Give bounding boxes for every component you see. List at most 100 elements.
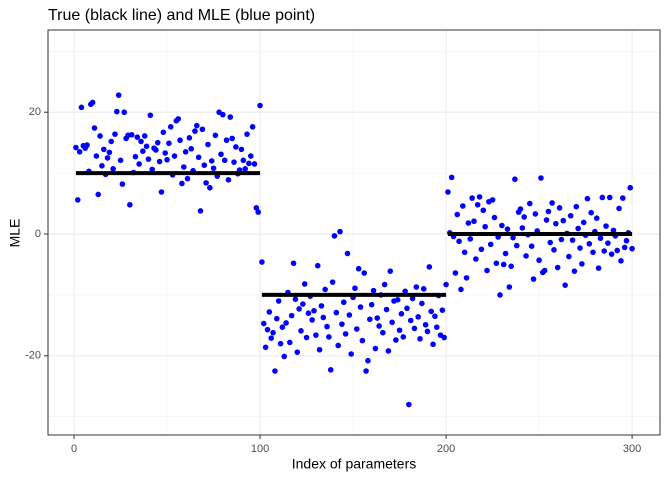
point bbox=[180, 164, 187, 170]
point bbox=[305, 310, 312, 316]
point bbox=[513, 242, 520, 249]
point bbox=[346, 312, 353, 318]
point bbox=[616, 205, 622, 212]
point bbox=[387, 268, 394, 274]
point bbox=[300, 301, 306, 307]
y-tick-label: 20 bbox=[29, 106, 41, 118]
point bbox=[595, 265, 602, 271]
point bbox=[614, 247, 621, 254]
point bbox=[194, 122, 200, 129]
point bbox=[504, 226, 511, 232]
point bbox=[197, 208, 204, 214]
point bbox=[212, 132, 219, 139]
point bbox=[439, 307, 446, 313]
point bbox=[313, 332, 319, 338]
point bbox=[601, 248, 607, 254]
point bbox=[603, 223, 609, 229]
point bbox=[541, 267, 548, 274]
point bbox=[114, 108, 120, 115]
point bbox=[270, 329, 276, 336]
point bbox=[294, 349, 301, 355]
point bbox=[156, 158, 163, 165]
point bbox=[363, 368, 369, 374]
point bbox=[424, 328, 431, 335]
point bbox=[145, 156, 152, 162]
point bbox=[523, 253, 529, 259]
point bbox=[465, 220, 472, 226]
point bbox=[160, 129, 167, 136]
point bbox=[543, 217, 550, 223]
point bbox=[240, 157, 247, 164]
point bbox=[499, 222, 505, 229]
point bbox=[400, 334, 407, 340]
point bbox=[471, 218, 477, 225]
point bbox=[530, 276, 537, 282]
point bbox=[272, 368, 278, 374]
point bbox=[413, 284, 420, 290]
point bbox=[353, 326, 360, 332]
point bbox=[175, 116, 182, 122]
point bbox=[108, 138, 115, 145]
point bbox=[521, 214, 528, 220]
point bbox=[279, 324, 286, 331]
point bbox=[417, 335, 423, 342]
point bbox=[558, 236, 565, 243]
y-tick-label: 0 bbox=[35, 228, 41, 240]
point bbox=[402, 288, 408, 295]
point bbox=[93, 153, 100, 159]
point bbox=[393, 337, 399, 343]
point bbox=[260, 320, 267, 327]
point bbox=[127, 201, 133, 208]
point bbox=[220, 111, 226, 118]
point bbox=[573, 203, 580, 210]
point bbox=[257, 102, 263, 109]
point bbox=[340, 299, 347, 306]
point bbox=[255, 209, 262, 215]
point bbox=[101, 146, 107, 153]
point bbox=[512, 176, 518, 183]
point bbox=[590, 249, 596, 256]
point bbox=[192, 128, 198, 134]
point bbox=[203, 180, 209, 186]
point bbox=[201, 162, 208, 169]
point bbox=[301, 281, 308, 287]
point bbox=[560, 217, 567, 224]
point bbox=[415, 314, 421, 320]
point bbox=[275, 298, 282, 304]
point bbox=[84, 142, 90, 148]
point bbox=[528, 243, 535, 250]
point bbox=[497, 292, 503, 298]
point bbox=[309, 317, 315, 323]
x-tick-label: 200 bbox=[437, 443, 455, 455]
point bbox=[480, 207, 487, 214]
point bbox=[134, 134, 141, 140]
point bbox=[132, 153, 139, 160]
point bbox=[422, 321, 429, 328]
point bbox=[445, 189, 451, 195]
point bbox=[138, 138, 144, 145]
point bbox=[91, 125, 98, 131]
point bbox=[461, 249, 468, 256]
point bbox=[179, 180, 185, 187]
point bbox=[491, 214, 498, 221]
point bbox=[372, 345, 379, 352]
point bbox=[335, 342, 341, 349]
point bbox=[608, 251, 615, 257]
point bbox=[553, 220, 559, 227]
point bbox=[311, 307, 317, 314]
point bbox=[619, 195, 626, 201]
point bbox=[381, 281, 388, 288]
point bbox=[460, 203, 466, 209]
point bbox=[407, 317, 414, 324]
point bbox=[177, 137, 183, 144]
point bbox=[121, 109, 128, 116]
point bbox=[623, 237, 630, 244]
point bbox=[484, 267, 490, 274]
point bbox=[396, 327, 403, 334]
point bbox=[210, 165, 217, 172]
point bbox=[140, 148, 146, 154]
point bbox=[348, 351, 355, 357]
point bbox=[580, 219, 587, 226]
point bbox=[292, 296, 299, 302]
